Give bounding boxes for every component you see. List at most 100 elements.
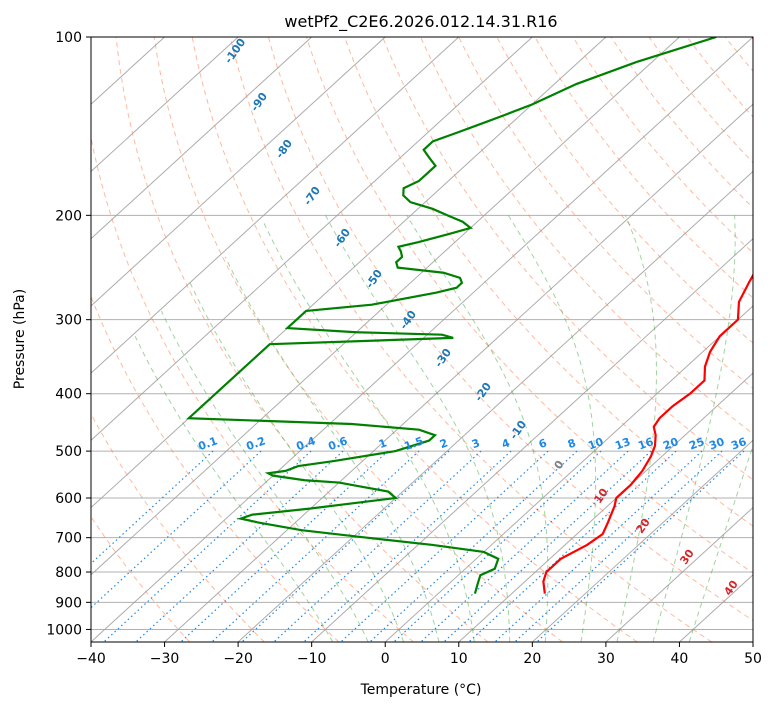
isotherm--80 (91, 37, 460, 374)
mixing-ratio-label: 0.2 (244, 434, 267, 453)
mixing-ratio-label: 0.1 (196, 434, 219, 453)
dry-adiabat-120 (534, 37, 753, 299)
dry-adiabat-30 (191, 37, 638, 642)
mixing-ratio-label: 0.4 (294, 434, 317, 453)
dewpoint-profile (186, 37, 717, 594)
mixing-ratio-label: 6 (537, 436, 549, 451)
mixing-ratio-line (420, 450, 629, 642)
dry-adiabat-180 (753, 24, 775, 642)
isotherm-label: 40 (721, 578, 741, 598)
mixing-ratio-label: 1 (377, 436, 389, 451)
x-tick-label: 50 (744, 651, 762, 667)
mixing-ratio-line (91, 450, 214, 565)
mixing-ratio-line (514, 450, 723, 642)
isotherm-label: -40 (397, 308, 419, 332)
mixing-ratio-label: 20 (661, 435, 680, 453)
moist-adiabat-15 (325, 215, 511, 642)
isotherm--30 (164, 103, 753, 642)
mixing-ratio-line (494, 450, 703, 642)
mixing-ratio-label: 30 (707, 435, 726, 453)
mixing-ratio-label: 2 (438, 436, 450, 451)
dry-adiabat-160 (686, 37, 753, 118)
y-tick-label: 1000 (46, 622, 82, 638)
mixing-ratio-label: 1.5 (402, 434, 425, 453)
moist-adiabat-25 (507, 215, 597, 642)
isotherm--10 (311, 237, 753, 642)
mixing-ratio-line (468, 450, 677, 642)
moist-adiabat--10 (134, 336, 334, 642)
mixing-ratio-label: 0.6 (326, 434, 349, 453)
x-tick-label: 0 (381, 651, 390, 667)
x-tick-label: −20 (223, 651, 253, 667)
dry-adiabat-110 (496, 37, 753, 344)
x-tick-label: 10 (450, 651, 468, 667)
isotherm-label: -50 (363, 267, 385, 291)
isotherm--90 (91, 37, 386, 307)
dry-adiabat-10 (115, 37, 489, 642)
dry-adiabat-60 (305, 37, 753, 574)
mixing-ratio-line (211, 450, 420, 642)
moist-adiabat--5 (160, 310, 369, 642)
mixing-ratio-line (393, 450, 602, 642)
y-tick-label: 500 (55, 444, 82, 460)
y-axis-title: Pressure (hPa) (12, 289, 28, 389)
plot-area: 0.1 0.2 0.4 0.6 1 1.5 2 3 4 6 8 10 13 16 20 25 30 36-100-… (46, 24, 775, 667)
x-axis-title: Temperature (°C) (360, 682, 482, 698)
mixing-ratio-line (369, 450, 578, 642)
isotherm-10 (458, 372, 753, 642)
x-tick-label: −30 (150, 651, 180, 667)
dry-adiabat-50 (267, 37, 753, 622)
isotherm-30 (605, 506, 753, 642)
moist-adiabat-20 (406, 215, 549, 642)
mixing-ratio-label: 3 (470, 436, 482, 451)
isotherm-label: -10 (507, 418, 529, 442)
moist-adiabat-10 (262, 221, 475, 642)
y-tick-label: 100 (55, 30, 82, 46)
dry-adiabat-0 (91, 135, 414, 642)
isotherm-label: -80 (273, 137, 295, 161)
isotherm-20 (531, 439, 753, 642)
mixing-ratio-label: 10 (586, 435, 605, 453)
mixing-ratio-line (103, 450, 312, 642)
y-tick-label: 200 (55, 208, 82, 224)
moist-adiabat-0 (189, 282, 405, 642)
dry-adiabat-90 (420, 37, 753, 435)
dry-adiabat-40 (229, 37, 713, 642)
mixing-ratio-label: 13 (613, 435, 632, 452)
mixing-ratio-label: 25 (687, 435, 706, 452)
mixing-ratio-line (303, 450, 512, 642)
dry-adiabat--30 (91, 515, 191, 642)
y-tick-label: 400 (55, 387, 82, 403)
dry-adiabat-20 (153, 37, 563, 642)
isotherm-label: -90 (248, 90, 270, 114)
isotherm--70 (91, 37, 533, 442)
isotherm-label: 0 (552, 458, 567, 472)
dry-adiabat-70 (343, 37, 753, 527)
mixing-ratio-label: 16 (636, 435, 655, 453)
isotherm-0 (384, 305, 753, 642)
mixing-ratio-line (536, 450, 745, 642)
isotherm-label: -60 (331, 226, 353, 250)
dry-adiabat--10 (91, 295, 340, 642)
isotherm-label: 20 (633, 516, 653, 536)
plot-frame (90, 36, 754, 643)
y-tick-label: 300 (55, 313, 82, 329)
chart-title: wetPf2_C2E6.2026.012.14.31.R16 (284, 12, 557, 32)
mixing-ratio-line (241, 450, 450, 642)
y-tick-label: 700 (55, 531, 82, 547)
x-tick-label: −40 (76, 651, 106, 667)
moist-adiabat-30 (616, 215, 657, 642)
mixing-ratio-line (273, 450, 482, 642)
mixing-ratio-label: 8 (566, 436, 578, 451)
temperature-profile (542, 37, 753, 594)
y-tick-label: 800 (55, 565, 82, 581)
isotherm-label: -20 (472, 380, 494, 404)
x-tick-label: 20 (523, 651, 541, 667)
x-tick-label: −10 (297, 651, 327, 667)
mixing-ratio-line (91, 450, 262, 609)
isotherm--100 (91, 37, 313, 240)
x-tick-label: 40 (671, 651, 689, 667)
isotherm-label: -30 (432, 346, 454, 370)
